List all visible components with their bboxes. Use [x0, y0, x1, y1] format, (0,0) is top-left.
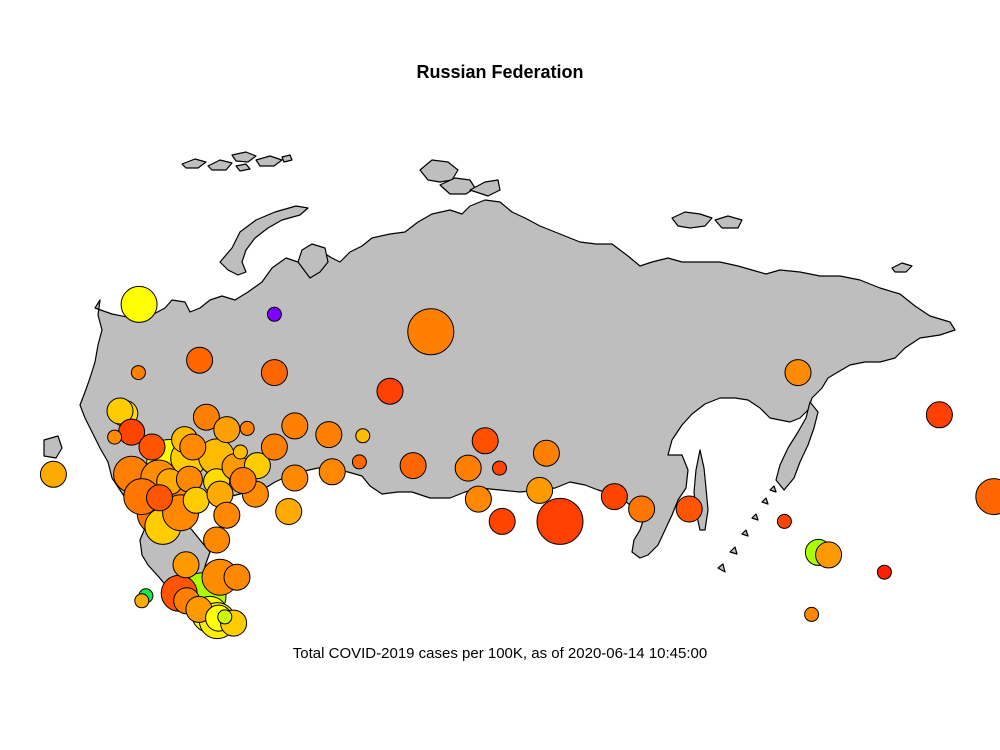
marker-orenburg [275, 498, 303, 525]
marker-arkhangelsk [186, 346, 214, 374]
marker-amur [776, 513, 792, 529]
kuril-2 [761, 497, 769, 505]
marker-yamalo-nenets [407, 308, 455, 356]
marker-udmurtia [260, 433, 288, 461]
taymyr-cape [469, 179, 501, 197]
yamal-peninsula [297, 243, 329, 279]
marker-primorsky [804, 606, 820, 622]
marker-pskov [107, 429, 123, 445]
marker-altai-krai [464, 485, 492, 513]
severnaya-zemlya [419, 159, 459, 183]
marker-bashkortostan [281, 464, 309, 492]
marker-karelia [130, 365, 146, 381]
marker-krasnoyarsk-south [532, 439, 560, 467]
franz-josef-land-2 [207, 159, 233, 171]
kuril-1 [769, 485, 777, 493]
landmass [43, 151, 956, 599]
marker-kemerovo [492, 460, 507, 476]
new-siberian-islands-east [714, 215, 743, 229]
kuril-5 [729, 546, 738, 555]
wrangel-island [891, 262, 913, 273]
marker-sakhalin [876, 564, 892, 580]
marker-tambov [182, 486, 210, 514]
kuril-4 [741, 529, 749, 537]
kuril-3 [751, 513, 759, 521]
franz-josef-land-3 [231, 151, 257, 163]
marker-kirov [239, 420, 255, 436]
marker-tomsk [471, 427, 499, 455]
marker-sverdlovsk [315, 421, 343, 449]
marker-kamchatka [975, 478, 1000, 516]
marker-sevastopol [134, 593, 150, 609]
marker-murmansk [120, 285, 158, 323]
marker-st-petersburg [106, 397, 134, 425]
marker-oryol [146, 484, 173, 512]
marker-kostroma [213, 416, 241, 444]
marker-tver [138, 433, 166, 461]
marker-tyumen [355, 428, 371, 444]
kamchatka-peninsula [775, 401, 819, 491]
marker-buryatia [628, 495, 656, 523]
franz-josef-land-5 [235, 163, 251, 172]
map-caption: Total COVID-2019 cases per 100K, as of 2… [292, 645, 708, 662]
kaliningrad-exclave [43, 435, 63, 459]
franz-josef-land-6 [281, 154, 293, 163]
marker-khabarovsk [815, 541, 843, 569]
marker-ivanovo [179, 433, 207, 461]
marker-khanty-mansi [376, 377, 404, 405]
marker-khakassia [526, 476, 554, 504]
new-siberian-islands [671, 211, 713, 229]
marker-komi [260, 359, 288, 387]
marker-ulyanovsk [229, 467, 257, 494]
marker-magadan [925, 401, 953, 429]
marker-nenets [266, 306, 282, 322]
marker-saratov [213, 501, 241, 529]
kuril-6 [717, 563, 726, 573]
marker-omsk [399, 452, 427, 480]
marker-altai-republic [488, 507, 516, 535]
marker-tuva [536, 497, 584, 545]
franz-josef-land-4 [255, 155, 283, 167]
marker-perm [281, 412, 309, 440]
region-markers [39, 285, 1000, 640]
marker-novosibirsk [454, 454, 482, 482]
marker-irkutsk [600, 483, 628, 511]
map-title: Russian Federation [416, 62, 584, 82]
marker-chelyabinsk [318, 458, 346, 486]
marker-mari-el [232, 444, 248, 460]
marker-vologda [192, 403, 220, 431]
marker-volgograd [203, 526, 231, 554]
marker-kaliningrad [39, 460, 67, 488]
marker-zabaykalsky [675, 495, 703, 523]
marker-rostov [172, 551, 200, 579]
marker-kurgan [351, 454, 367, 470]
marker-astrakhan [223, 563, 251, 591]
franz-josef-land-1 [181, 158, 207, 169]
marker-sakha [784, 359, 812, 387]
novaya-zemlya [219, 205, 309, 276]
marker-chechnya [217, 609, 233, 625]
